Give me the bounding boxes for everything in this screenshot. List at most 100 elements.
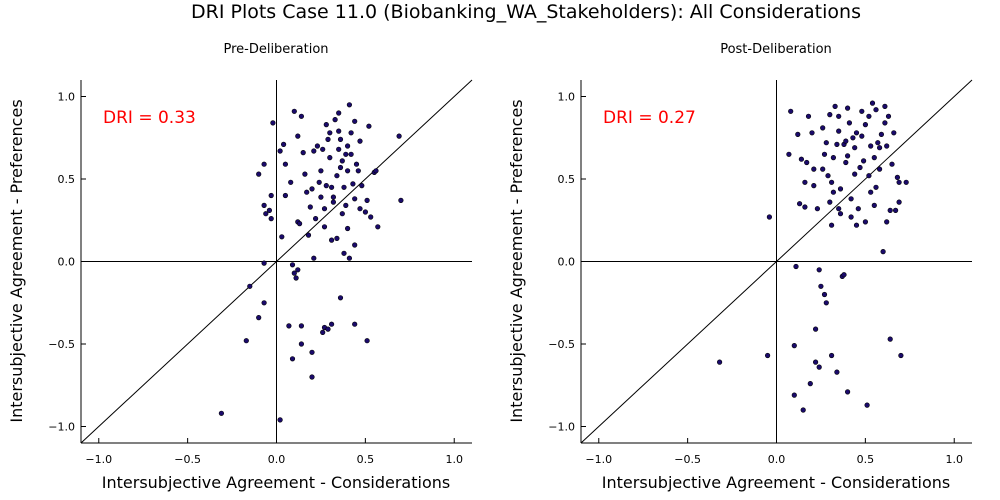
post-y-tick-label: 0.5 bbox=[558, 173, 576, 186]
pre-data-point bbox=[268, 192, 274, 199]
pre-data-point bbox=[345, 225, 351, 232]
post-data-point bbox=[830, 189, 837, 195]
post-data-point bbox=[844, 153, 851, 159]
post-data-point bbox=[876, 145, 883, 151]
post-data-point bbox=[802, 204, 808, 210]
post-data-point bbox=[859, 108, 865, 114]
post-data-point bbox=[828, 352, 835, 359]
pre-y-tick-label: −0.5 bbox=[48, 338, 75, 351]
post-data-point bbox=[786, 151, 792, 157]
post-data-point bbox=[843, 138, 849, 144]
pre-data-point bbox=[330, 194, 337, 200]
pre-data-point bbox=[336, 146, 342, 152]
post-data-point bbox=[841, 272, 847, 278]
post-data-point bbox=[837, 211, 844, 217]
pre-data-point bbox=[305, 232, 312, 238]
post-data-point bbox=[848, 196, 854, 202]
post-data-point bbox=[811, 183, 817, 189]
pre-data-point bbox=[352, 242, 358, 248]
post-data-point bbox=[816, 364, 822, 370]
pre-data-point bbox=[321, 224, 328, 230]
pre-data-point bbox=[247, 283, 253, 289]
pre-data-point bbox=[263, 211, 269, 217]
post-data-point bbox=[809, 130, 815, 136]
post-data-point bbox=[827, 199, 833, 205]
pre-y-tick-label: 0.5 bbox=[58, 173, 76, 186]
post-data-point bbox=[814, 206, 821, 212]
pre-data-point bbox=[368, 214, 374, 220]
post-data-point bbox=[868, 189, 874, 195]
post-data-point bbox=[764, 352, 771, 359]
post-x-tick-label: 0.0 bbox=[768, 453, 786, 466]
post-y-tick-label: −0.5 bbox=[548, 338, 575, 351]
pre-identity-line bbox=[80, 79, 473, 444]
pre-data-point bbox=[352, 118, 358, 124]
pre-data-point bbox=[327, 130, 333, 136]
post-data-point bbox=[834, 141, 840, 147]
post-data-point bbox=[796, 201, 803, 207]
figure-title: DRI Plots Case 11.0 (Biobanking_WA_Stake… bbox=[191, 1, 861, 23]
post-data-point bbox=[887, 336, 893, 342]
post-data-point bbox=[800, 407, 806, 413]
pre-deliberation-title: Pre-Deliberation bbox=[223, 42, 328, 57]
post-data-point bbox=[892, 207, 899, 213]
post-data-point bbox=[871, 155, 877, 161]
pre-x-tick-label: −0.5 bbox=[174, 453, 201, 466]
pre-y-tick-label: 1.0 bbox=[58, 91, 76, 104]
pre-y-tick-label: −1.0 bbox=[48, 421, 75, 434]
post-data-point bbox=[837, 186, 844, 192]
post-data-point bbox=[802, 179, 808, 185]
pre-data-point bbox=[261, 202, 267, 208]
pre-data-point bbox=[366, 123, 372, 129]
post-data-point bbox=[805, 113, 812, 119]
post-data-point bbox=[878, 131, 885, 137]
pre-data-point bbox=[323, 183, 329, 189]
post-data-point bbox=[871, 202, 877, 208]
post-data-point bbox=[823, 140, 829, 146]
pre-data-point bbox=[348, 151, 354, 157]
post-data-point bbox=[864, 402, 870, 408]
post-data-point bbox=[816, 267, 822, 273]
pre-data-point bbox=[261, 300, 267, 306]
post-dri-annotation: DRI = 0.27 bbox=[603, 108, 696, 128]
pre-data-point bbox=[320, 329, 326, 336]
post-x-axis-label: Intersubjective Agreement - Consideratio… bbox=[602, 473, 950, 492]
post-data-point bbox=[798, 156, 805, 162]
pre-x-tick-label: 0.0 bbox=[268, 453, 286, 466]
post-data-point bbox=[868, 143, 874, 149]
post-data-point bbox=[811, 166, 817, 172]
post-y-tick-label: 1.0 bbox=[558, 91, 576, 104]
pre-data-point bbox=[295, 133, 301, 139]
post-data-point bbox=[825, 173, 831, 179]
post-y-tick-label: 0.0 bbox=[558, 256, 576, 269]
pre-data-point bbox=[353, 161, 360, 167]
pre-data-point bbox=[362, 209, 369, 215]
pre-data-point bbox=[357, 138, 363, 144]
pre-data-point bbox=[337, 295, 344, 301]
post-data-point bbox=[852, 145, 858, 151]
post-data-point bbox=[903, 179, 909, 185]
pre-data-point bbox=[343, 202, 349, 208]
post-data-point bbox=[823, 300, 829, 306]
pre-data-point bbox=[325, 136, 331, 142]
post-data-point bbox=[820, 166, 826, 172]
pre-data-point bbox=[286, 323, 292, 329]
pre-data-point bbox=[345, 143, 351, 149]
post-data-point bbox=[828, 179, 835, 185]
post-data-point bbox=[894, 174, 901, 180]
pre-x-tick-label: 1.0 bbox=[445, 453, 463, 466]
post-data-point bbox=[873, 107, 879, 113]
post-data-point bbox=[898, 352, 904, 359]
pre-data-point bbox=[289, 356, 296, 362]
pre-data-point bbox=[348, 130, 354, 136]
pre-data-point bbox=[266, 207, 273, 213]
post-data-point bbox=[853, 130, 860, 136]
pre-data-point bbox=[350, 181, 356, 187]
pre-data-point bbox=[343, 151, 349, 157]
pre-x-tick-label: 0.5 bbox=[357, 453, 375, 466]
post-data-point bbox=[812, 326, 819, 332]
pre-data-point bbox=[243, 338, 249, 344]
post-data-point bbox=[853, 222, 860, 228]
pre-x-tick-label: −1.0 bbox=[85, 453, 112, 466]
pre-data-point bbox=[313, 216, 319, 222]
